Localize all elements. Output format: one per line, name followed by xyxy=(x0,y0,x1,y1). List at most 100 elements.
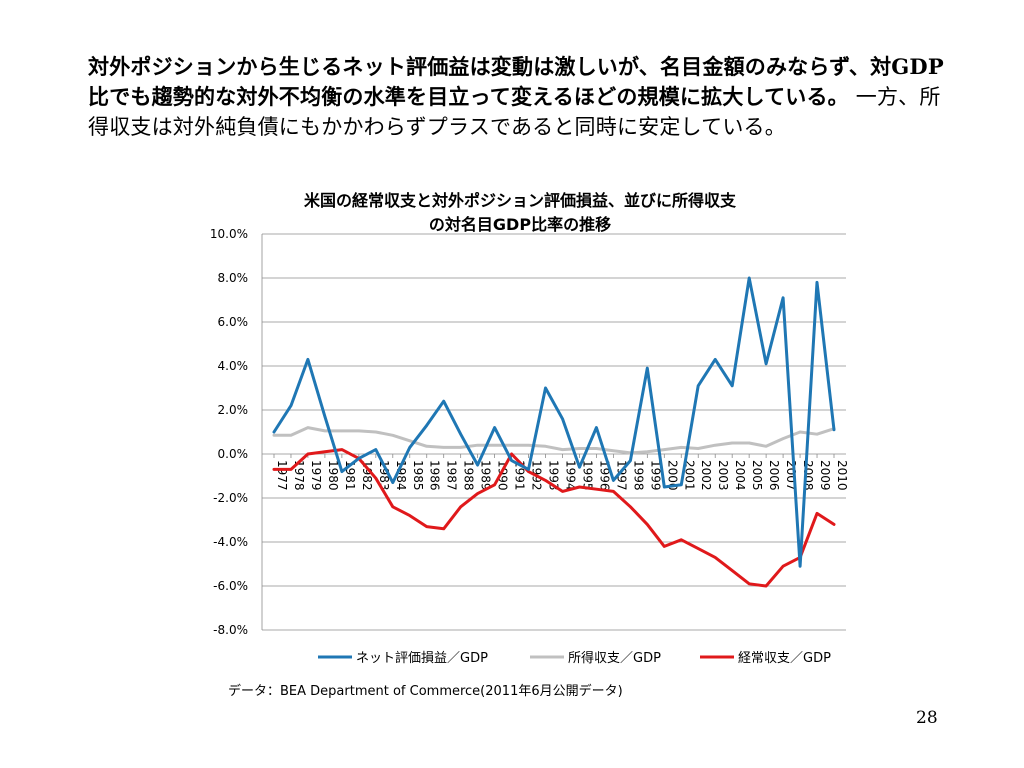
x-axis-ticks: 1977 1978 1979 1980 1981 1982 1983 1984 1985 1986… xyxy=(273,454,849,491)
x-tick-label: 1977 xyxy=(275,460,289,491)
data-point xyxy=(374,448,378,451)
slide-heading: 対外ポジションから生じるネット評価益は変動は激しいが、名目金額のみならず、対GD… xyxy=(88,52,958,142)
x-tick-label: 2010 xyxy=(835,460,849,491)
data-point xyxy=(730,441,734,445)
data-source-note: データ：BEA Department of Commerce(2011年6月公開… xyxy=(228,684,623,699)
data-point xyxy=(544,479,547,482)
data-point xyxy=(730,569,734,572)
data-point xyxy=(781,565,785,568)
data-point xyxy=(510,444,513,447)
x-tick-label: 2008 xyxy=(801,460,815,491)
data-point xyxy=(663,448,666,451)
data-point xyxy=(595,488,598,491)
data-point xyxy=(476,492,479,495)
data-point xyxy=(629,459,632,462)
x-tick-label: 1986 xyxy=(428,460,442,491)
data-point xyxy=(595,426,598,429)
x-tick-label: 2003 xyxy=(716,460,730,491)
data-point xyxy=(595,447,598,450)
x-tick-label: 1994 xyxy=(563,460,577,491)
x-tick-label: 1998 xyxy=(631,460,645,491)
data-point xyxy=(697,447,700,450)
data-point xyxy=(476,463,479,467)
x-tick-label: 1980 xyxy=(326,460,340,491)
heading-bold-text: 対外ポジションから生じるネット評価益は変動は激しいが、名目金額のみならず、対GD… xyxy=(88,54,944,109)
y-axis-ticks: 10.0% 8.0% 6.0% 4.0% 2.0% 0.0% -2.0% -4.0% -6.0%… xyxy=(210,227,248,637)
y-tick-label: 10.0% xyxy=(210,227,248,241)
x-tick-label: 2000 xyxy=(665,460,679,491)
data-point xyxy=(289,404,293,407)
legend-label: 経常収支／GDP xyxy=(738,651,831,666)
data-point xyxy=(391,481,394,484)
x-tick-label: 1990 xyxy=(496,460,510,491)
data-point xyxy=(680,483,683,486)
data-point xyxy=(680,538,683,541)
x-tick-label: 1978 xyxy=(292,460,306,491)
page-number: 28 xyxy=(916,708,938,728)
series-line-2 xyxy=(272,448,836,588)
data-point xyxy=(527,444,530,447)
data-point xyxy=(612,479,615,482)
data-point xyxy=(408,446,411,449)
data-point xyxy=(544,386,547,390)
data-point xyxy=(442,527,445,530)
data-point xyxy=(578,466,581,469)
data-point xyxy=(374,430,378,434)
data-point xyxy=(510,459,513,462)
data-point xyxy=(391,434,394,437)
data-point xyxy=(306,452,310,456)
data-point xyxy=(747,276,751,280)
x-tick-label: 2006 xyxy=(767,460,781,491)
data-point xyxy=(629,505,632,508)
data-point xyxy=(272,434,276,437)
series-line-0 xyxy=(272,276,836,568)
y-tick-label: -2.0% xyxy=(213,491,248,505)
data-point xyxy=(425,424,428,427)
y-tick-label: 6.0% xyxy=(218,315,249,329)
data-point xyxy=(374,477,378,480)
data-point xyxy=(306,426,310,429)
data-point xyxy=(578,447,581,450)
data-point xyxy=(527,470,530,473)
data-point xyxy=(561,490,564,493)
data-point xyxy=(764,362,768,365)
data-point xyxy=(459,505,462,508)
data-point xyxy=(493,426,496,429)
data-point xyxy=(663,485,666,489)
data-point xyxy=(425,525,428,528)
data-point xyxy=(357,429,361,433)
y-tick-label: -6.0% xyxy=(213,579,248,593)
data-point xyxy=(476,444,479,447)
data-point xyxy=(646,450,649,453)
x-tick-label: 1989 xyxy=(479,460,493,491)
x-tick-label: 1988 xyxy=(462,460,476,491)
data-point xyxy=(459,446,462,449)
x-tick-label: 1995 xyxy=(580,460,594,491)
data-point xyxy=(815,281,819,284)
x-tick-label: 2004 xyxy=(733,460,747,491)
data-point xyxy=(459,433,462,436)
data-point xyxy=(646,523,649,526)
data-point xyxy=(272,430,276,434)
data-point xyxy=(391,505,394,508)
data-point xyxy=(612,449,615,452)
y-tick-label: 8.0% xyxy=(218,271,249,285)
series-line-1 xyxy=(272,426,836,455)
chart-legend: ネット評価損益／GDP 所得収支／GDP 経常収支／GDP xyxy=(318,650,831,666)
data-point xyxy=(272,468,276,471)
x-tick-label: 1999 xyxy=(648,460,662,491)
data-point xyxy=(340,429,344,433)
x-tick-label: 1984 xyxy=(394,460,408,491)
legend-label: 所得収支／GDP xyxy=(568,650,661,666)
data-point xyxy=(527,468,530,471)
data-point xyxy=(815,512,819,515)
data-point xyxy=(714,444,717,447)
data-point xyxy=(289,468,293,471)
data-point xyxy=(781,437,785,440)
data-point xyxy=(408,439,411,442)
heading-plain-text: 一方、所得収支は対外純負債にもかかわらずプラスであると同時に安定している。 xyxy=(88,85,941,139)
data-point xyxy=(697,384,700,387)
data-point xyxy=(340,470,344,473)
chart-series xyxy=(272,276,836,588)
